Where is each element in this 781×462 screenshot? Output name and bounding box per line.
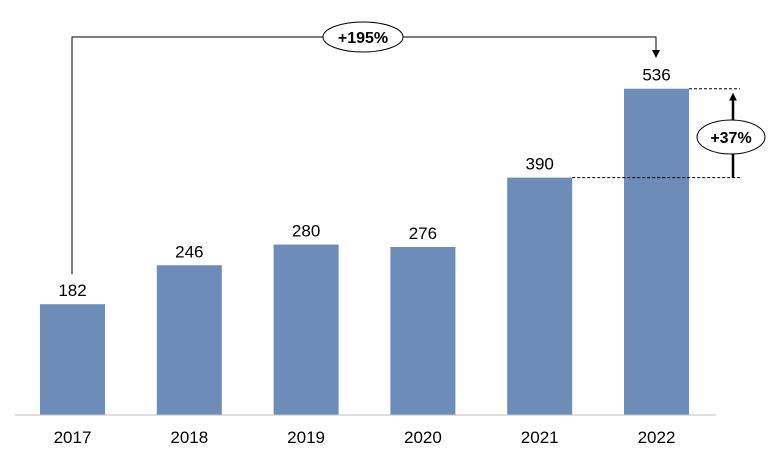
bar-2022 — [624, 88, 689, 415]
annotations-group: +195% +37% — [71, 21, 766, 275]
x-tick-2017: 2017 — [54, 428, 92, 447]
data-label-2021: 390 — [526, 155, 554, 174]
x-tick-2018: 2018 — [170, 428, 208, 447]
growth-bracket-arrow — [403, 36, 660, 58]
x-tick-2019: 2019 — [287, 428, 325, 447]
growth-callout-oval — [322, 21, 404, 53]
bar-2020 — [390, 246, 456, 415]
x-tick-2020: 2020 — [404, 428, 442, 447]
data-label-2018: 246 — [175, 242, 203, 261]
bar-2017 — [40, 304, 105, 415]
increase-callout-text: +37% — [710, 130, 751, 147]
bar-2021 — [507, 177, 573, 415]
bars-group — [40, 88, 689, 415]
growth-callout-text: +195% — [338, 30, 388, 47]
x-tick-2021: 2021 — [521, 428, 559, 447]
data-label-2022: 536 — [642, 66, 670, 85]
increase-callout-oval — [696, 119, 766, 155]
data-label-2019: 280 — [292, 222, 320, 241]
data-labels-group: 182 246 280 276 390 536 — [58, 66, 670, 300]
x-tick-labels-group: 2017 2018 2019 2020 2021 2022 — [54, 428, 676, 447]
data-label-2020: 276 — [409, 224, 437, 243]
data-label-2017: 182 — [58, 281, 86, 300]
bar-2019 — [273, 244, 339, 415]
x-tick-2022: 2022 — [638, 428, 676, 447]
growth-bracket-left — [71, 36, 323, 275]
bar-2018 — [156, 265, 222, 415]
